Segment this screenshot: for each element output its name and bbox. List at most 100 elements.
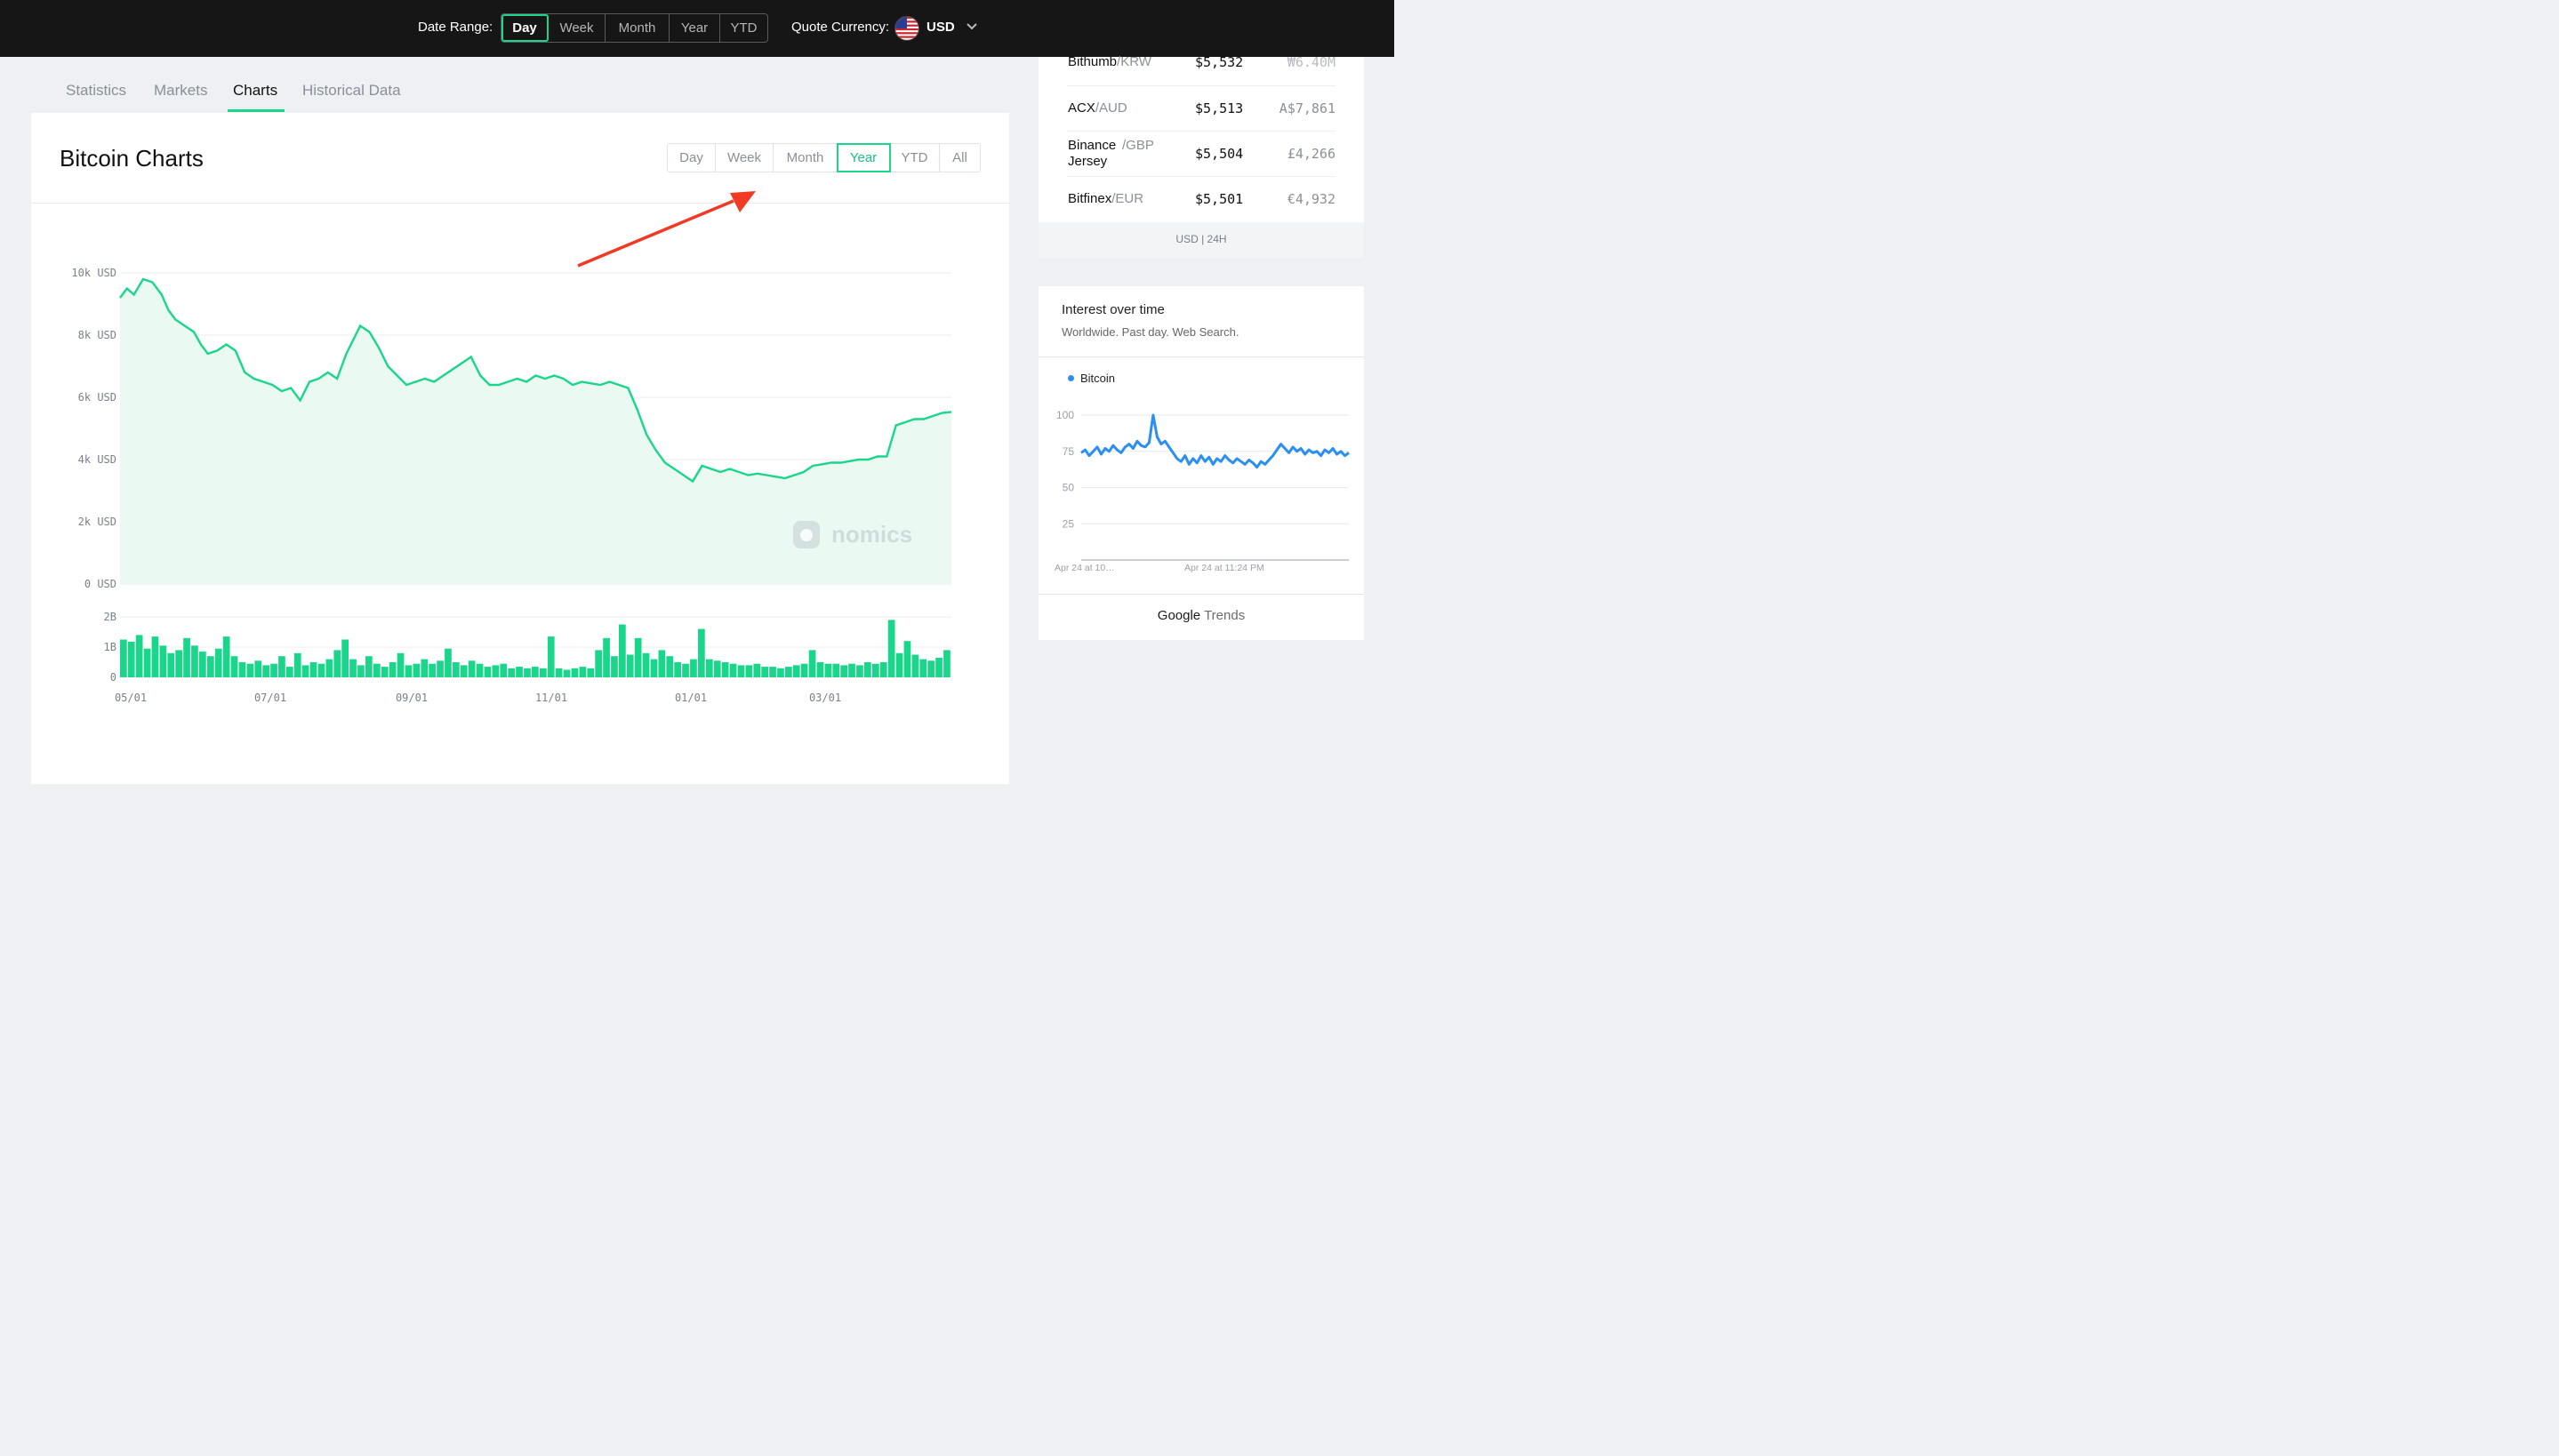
- google-trends-logo[interactable]: Google Trends: [1039, 608, 1364, 623]
- chart-range-ytd-button[interactable]: YTD: [890, 144, 940, 172]
- volume-bar: [349, 659, 357, 677]
- chevron-down-icon[interactable]: [966, 20, 978, 36]
- tab-markets[interactable]: Markets: [154, 82, 208, 99]
- market-volume: £4,266: [1287, 146, 1336, 162]
- volume-bar: [887, 620, 895, 677]
- volume-bar: [792, 665, 800, 677]
- date-range-year-button[interactable]: Year: [670, 14, 720, 42]
- trends-y-tick: 50: [1063, 482, 1075, 494]
- volume-bar: [413, 663, 421, 677]
- volume-bar: [453, 662, 460, 677]
- trends-subtitle: Worldwide. Past day. Web Search.: [1062, 325, 1239, 339]
- volume-bar: [389, 662, 397, 677]
- volume-bar: [729, 663, 737, 677]
- volume-bar: [222, 636, 230, 677]
- volume-bar: [476, 663, 484, 677]
- volume-bar: [238, 662, 246, 677]
- market-volume: A$7,861: [1279, 100, 1336, 116]
- us-flag-icon[interactable]: [894, 16, 919, 41]
- volume-bar: [911, 654, 919, 677]
- price-y-tick: 6k USD: [78, 391, 116, 404]
- market-row[interactable]: Bitfinex/EUR $5,501 €4,932: [1067, 177, 1336, 222]
- volume-bar: [341, 639, 349, 677]
- volume-bar: [816, 662, 824, 677]
- trends-y-tick: 25: [1063, 517, 1075, 530]
- volume-bar: [753, 663, 761, 677]
- tab-charts[interactable]: Charts: [233, 82, 278, 99]
- volume-bar: [167, 652, 175, 677]
- chart-range-week-button[interactable]: Week: [716, 144, 774, 172]
- date-range-month-button[interactable]: Month: [606, 14, 670, 42]
- volume-bar: [682, 663, 689, 677]
- volume-bar: [698, 628, 705, 677]
- volume-bar: [603, 637, 610, 677]
- price-y-tick: 10k USD: [71, 267, 116, 279]
- quote-currency-label: Quote Currency:: [791, 20, 890, 35]
- volume-bar: [262, 665, 269, 677]
- nomics-logo-hole: [800, 529, 813, 541]
- volume-bar: [650, 659, 658, 677]
- date-range-ytd-button[interactable]: YTD: [730, 20, 758, 36]
- market-price: $5,532: [1195, 54, 1244, 70]
- volume-bar: [808, 650, 816, 677]
- volume-bar: [151, 636, 159, 677]
- panel-divider: [31, 203, 1009, 204]
- tab-historical-data[interactable]: Historical Data: [302, 82, 401, 99]
- chart-panel: Bitcoin Charts Day Week Month Year YTD A…: [31, 113, 1009, 784]
- volume-bar: [333, 650, 341, 677]
- market-exchange-name: Bitfinex/EUR: [1068, 191, 1143, 207]
- trends-divider: [1039, 356, 1364, 357]
- price-y-tick: 4k USD: [78, 453, 116, 466]
- market-row[interactable]: Bithumb/KRW $5,532 ₩6.40M: [1067, 41, 1336, 86]
- chart-range-all-button[interactable]: All: [952, 150, 967, 165]
- volume-bar: [429, 663, 436, 677]
- volume-bar: [230, 656, 238, 677]
- volume-bar: [405, 665, 413, 677]
- volume-bar: [919, 659, 927, 677]
- market-row[interactable]: ACX/AUD $5,513 A$7,861: [1067, 86, 1336, 132]
- chart-range-day-button[interactable]: Day: [668, 144, 716, 172]
- google-trends-widget: Interest over time Worldwide. Past day. …: [1039, 286, 1364, 640]
- volume-bar: [619, 624, 626, 677]
- market-exchange-name: Bithumb/KRW: [1068, 54, 1151, 70]
- date-range-day-button[interactable]: Day: [501, 14, 549, 42]
- volume-bar: [325, 659, 333, 677]
- tab-statistics[interactable]: Statistics: [66, 82, 127, 99]
- trends-title: Interest over time: [1062, 302, 1165, 317]
- volume-bar: [175, 650, 182, 677]
- market-row[interactable]: Binance Jersey /GBP $5,504 £4,266: [1067, 132, 1336, 177]
- volume-bar: [935, 657, 943, 677]
- trends-footer-divider: [1039, 594, 1364, 595]
- volume-bar: [547, 636, 555, 677]
- volume-bar: [927, 660, 935, 677]
- market-price: $5,501: [1195, 191, 1244, 207]
- market-volume: ₩6.40M: [1287, 54, 1336, 70]
- volume-bar: [579, 667, 587, 677]
- volume-bar: [278, 656, 285, 677]
- date-range-selector: Day Week Month Year YTD: [501, 13, 768, 43]
- market-exchange: ACX: [1068, 100, 1095, 116]
- volume-bar: [191, 645, 198, 677]
- price-x-tick: 11/01: [535, 692, 567, 704]
- date-range-week-button[interactable]: Week: [549, 14, 606, 42]
- volume-bar: [214, 648, 222, 677]
- chart-range-month-button[interactable]: Month: [774, 144, 838, 172]
- volume-bar: [460, 665, 468, 677]
- volume-bar: [785, 667, 792, 677]
- volume-bar: [832, 663, 840, 677]
- volume-y-tick: 0: [110, 671, 116, 684]
- volume-bar: [199, 652, 206, 677]
- chart-range-year-button[interactable]: Year: [837, 143, 891, 172]
- top-bar: Date Range: Day Week Month Year YTD Quot…: [0, 0, 1394, 57]
- volume-bar: [872, 663, 879, 677]
- volume-bar: [595, 650, 602, 677]
- volume-bar: [120, 639, 127, 677]
- volume-y-tick: 1B: [104, 641, 116, 653]
- volume-bar: [674, 662, 681, 677]
- price-y-axis: 10k USD 8k USD 6k USD 4k USD 2k USD 0 USD: [71, 267, 116, 590]
- market-volume: €4,932: [1287, 191, 1336, 207]
- volume-bar: [563, 669, 571, 677]
- annotation-arrow-head: [730, 191, 756, 212]
- currency-value[interactable]: USD: [927, 20, 955, 35]
- market-pair: /AUD: [1095, 100, 1127, 116]
